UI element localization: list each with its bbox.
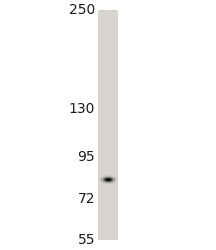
Text: 55: 55 <box>78 233 95 247</box>
Text: 95: 95 <box>77 150 95 164</box>
Text: 72: 72 <box>78 192 95 206</box>
Bar <box>98 10 118 240</box>
Text: 130: 130 <box>69 102 95 116</box>
Text: 250: 250 <box>69 3 95 17</box>
